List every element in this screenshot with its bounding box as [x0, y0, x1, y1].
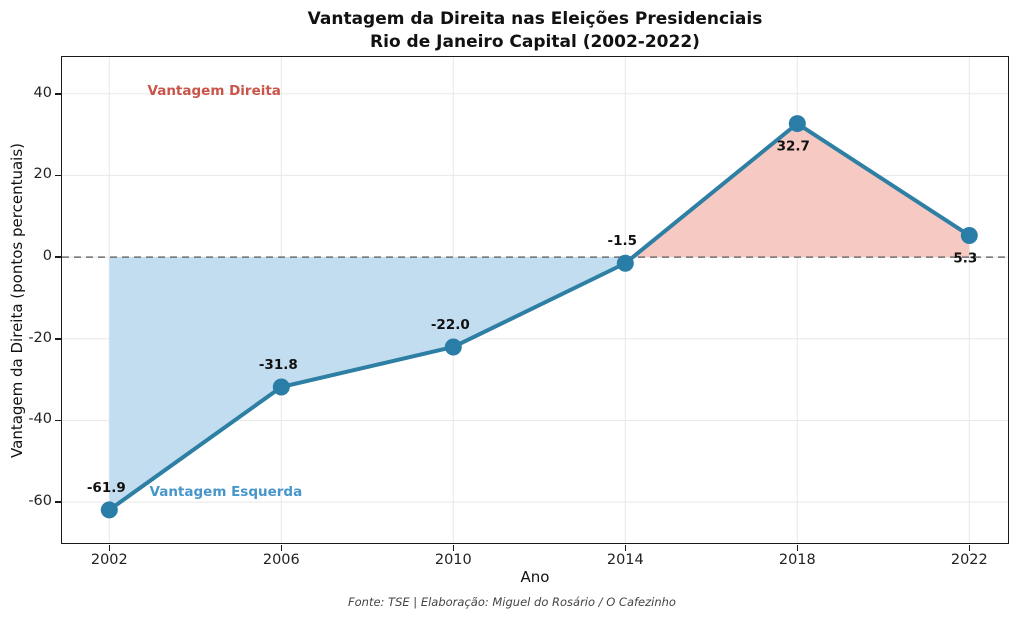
line-series [106, 121, 971, 512]
chart-title-line2: Rio de Janeiro Capital (2002-2022) [370, 31, 700, 52]
data-point-label: -31.8 [258, 356, 297, 372]
y-tick-label: -60 [28, 493, 52, 510]
source-footer: Fonte: TSE | Elaboração: Miguel do Rosár… [348, 595, 676, 609]
y-tick-label: -20 [28, 329, 52, 346]
x-tick-mark [108, 544, 111, 551]
y-tick-label: 20 [33, 166, 52, 183]
data-point-label: -61.9 [86, 479, 125, 495]
data-point-marker [100, 500, 118, 518]
data-point-marker [960, 226, 978, 244]
y-tick-label: 40 [33, 84, 52, 101]
x-tick-label: 2022 [950, 552, 988, 568]
x-tick-label: 2014 [606, 552, 644, 568]
x-tick-mark [796, 544, 799, 551]
y-tick-mark [55, 93, 61, 95]
annotation-vantagem-direita: Vantagem Direita [147, 82, 281, 99]
y-tick-label: -40 [28, 411, 52, 428]
y-axis-label: Vantagem da Direita (pontos percentuais) [8, 142, 26, 458]
y-tick-label: 0 [42, 248, 52, 265]
x-axis-label: Ano [520, 568, 550, 586]
chart-canvas: -61.9 -31.8 -22.0 -1.5 32.7 5.3 [61, 56, 1008, 543]
x-tick-label: 2018 [778, 552, 816, 568]
data-point-marker [616, 254, 634, 272]
data-point-label: 5.3 [953, 250, 977, 266]
fill-negative-region [108, 256, 633, 510]
x-tick-mark [968, 544, 971, 551]
x-tick-mark [624, 544, 627, 551]
data-point-label: 32.7 [776, 138, 809, 154]
y-tick-mark [55, 174, 61, 177]
y-tick-mark [55, 419, 61, 422]
x-tick-label: 2010 [434, 552, 472, 568]
data-point-marker [788, 114, 806, 132]
chart-title-line1: Vantagem da Direita nas Eleições Preside… [307, 9, 763, 29]
annotation-vantagem-esquerda: Vantagem Esquerda [149, 483, 303, 500]
y-tick-mark [55, 256, 61, 258]
data-point-label: -1.5 [607, 233, 637, 249]
data-point-label: -22.0 [430, 316, 469, 332]
data-point-marker [272, 377, 290, 395]
data-point-marker [444, 337, 462, 355]
fill-positive-region [632, 123, 969, 257]
x-tick-mark [280, 544, 283, 551]
y-tick-mark [55, 338, 61, 340]
x-tick-mark [452, 544, 455, 551]
x-tick-label: 2006 [262, 552, 300, 568]
x-tick-label: 2002 [90, 552, 128, 568]
chart-title: Vantagem da Direita nas Eleições Preside… [62, 8, 1008, 54]
y-tick-mark [55, 501, 61, 503]
plot-area: -61.9 -31.8 -22.0 -1.5 32.7 5.3 Vantagem Dire… [60, 55, 1009, 544]
